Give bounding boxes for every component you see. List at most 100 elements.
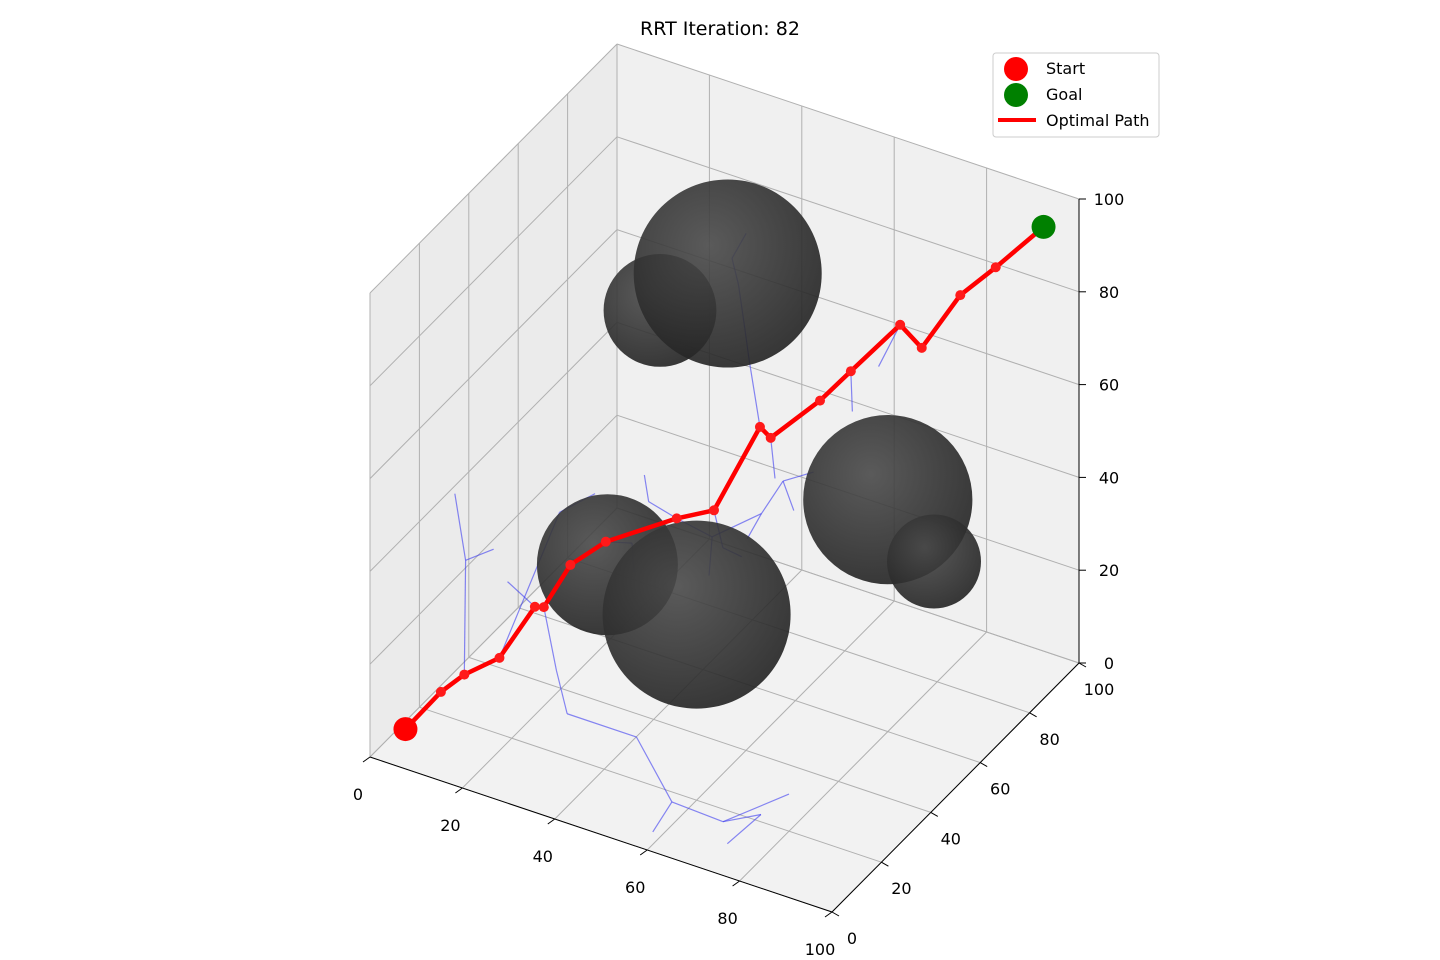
legend-box — [992, 52, 1160, 138]
y-tick-label: 0 — [847, 929, 857, 948]
tree-edge — [671, 801, 724, 823]
x-tick — [824, 911, 833, 918]
obstacles — [536, 179, 981, 709]
grid-line — [369, 136, 618, 387]
optimal-path — [403, 225, 1046, 731]
z-tick-label: 20 — [1099, 561, 1119, 580]
y-tick — [979, 762, 988, 768]
grid-line — [616, 43, 1080, 200]
tree-edge — [648, 501, 678, 519]
path-node — [494, 652, 505, 663]
grid-line — [739, 631, 987, 882]
tree-edge — [760, 480, 784, 514]
grid-line — [369, 322, 618, 572]
y-tick — [930, 811, 939, 817]
tree-edge — [722, 813, 762, 823]
path-node — [754, 421, 765, 432]
z-tick-label: 60 — [1099, 376, 1119, 395]
tree-edge — [465, 548, 494, 561]
x-tick — [732, 880, 740, 887]
tree-edge — [543, 606, 557, 671]
y-axis-line — [831, 662, 1080, 913]
grid-line — [616, 136, 1080, 293]
y-tick — [1029, 712, 1037, 718]
tree-edge — [850, 371, 853, 412]
obstacle-sphere — [602, 520, 791, 709]
x-tick — [455, 787, 463, 794]
path-node — [895, 319, 906, 330]
x-tick-label: 80 — [717, 909, 737, 928]
path-node — [459, 669, 470, 680]
tree-edge — [782, 480, 795, 511]
tree-edge — [746, 513, 762, 539]
x-tick-label: 100 — [805, 940, 836, 959]
path-node — [990, 262, 1001, 273]
y-tick-label: 40 — [941, 829, 961, 848]
tree-edge — [726, 814, 762, 845]
legend-goal-label: Goal — [1046, 85, 1082, 104]
y-tick — [1078, 662, 1087, 668]
tree-edge — [722, 793, 790, 823]
x-axis-line — [369, 756, 833, 913]
path-node — [538, 602, 549, 613]
start-marker — [393, 717, 418, 742]
z-tick-label: 0 — [1104, 654, 1114, 673]
tree-edge — [652, 801, 673, 833]
y-tick-label: 80 — [1039, 730, 1059, 749]
y-tick-label: 100 — [1084, 680, 1115, 699]
path-node — [815, 395, 826, 406]
x-tick — [547, 818, 556, 825]
obstacle-sphere — [633, 179, 822, 368]
z-tick-label: 80 — [1099, 283, 1119, 302]
legend-goal-marker — [1004, 83, 1028, 107]
path-node — [845, 366, 856, 377]
axis-panes — [370, 44, 1079, 912]
obstacle-sphere — [887, 514, 981, 609]
y-tick — [831, 911, 840, 917]
grid-line — [468, 656, 931, 813]
left-wall-pane — [370, 44, 617, 757]
grid-line — [369, 229, 618, 479]
goal-marker — [1031, 214, 1056, 239]
x-tick-label: 60 — [625, 878, 645, 897]
grid-line — [419, 706, 882, 863]
tree-edge — [566, 713, 637, 738]
tree-edge — [748, 360, 761, 427]
tree-edge — [878, 324, 901, 367]
y-tick-label: 20 — [891, 879, 911, 898]
grid-line — [369, 414, 618, 665]
y-tick-label: 60 — [990, 780, 1010, 799]
grid-line — [369, 43, 618, 294]
path-node — [765, 432, 776, 443]
tree-edge — [643, 474, 650, 502]
path-node — [916, 342, 927, 353]
y-tick — [881, 861, 889, 867]
path-node — [955, 290, 966, 301]
tree-edge — [454, 493, 467, 561]
path-node — [671, 513, 682, 524]
path-node — [600, 536, 611, 547]
z-tick-label: 100 — [1094, 190, 1125, 209]
z-tick-label: 40 — [1099, 468, 1119, 487]
path-node — [529, 601, 540, 612]
x-tick — [362, 756, 371, 763]
path-node — [565, 559, 576, 570]
start-goal-markers — [393, 214, 1056, 742]
legend: Start Goal Optimal Path — [992, 52, 1160, 138]
tree-edge — [555, 670, 568, 714]
axis-ticks: 0 20 40 60 80 100 0 20 40 60 80 100 0 20 40 60 80 100 — [353, 190, 1124, 959]
tree-edge — [463, 560, 467, 675]
tree-edge — [507, 581, 536, 608]
legend-path-label: Optimal Path — [1046, 111, 1150, 130]
path-node — [708, 505, 719, 516]
x-tick — [639, 849, 648, 856]
legend-start-marker — [1004, 57, 1028, 81]
x-tick-label: 40 — [533, 847, 553, 866]
tree-edge — [770, 437, 776, 479]
path-node — [435, 686, 446, 697]
x-tick-label: 0 — [353, 785, 363, 804]
chart-title: RRT Iteration: 82 — [640, 18, 800, 40]
x-tick-label: 20 — [440, 816, 460, 835]
axis-lines — [369, 199, 1080, 913]
